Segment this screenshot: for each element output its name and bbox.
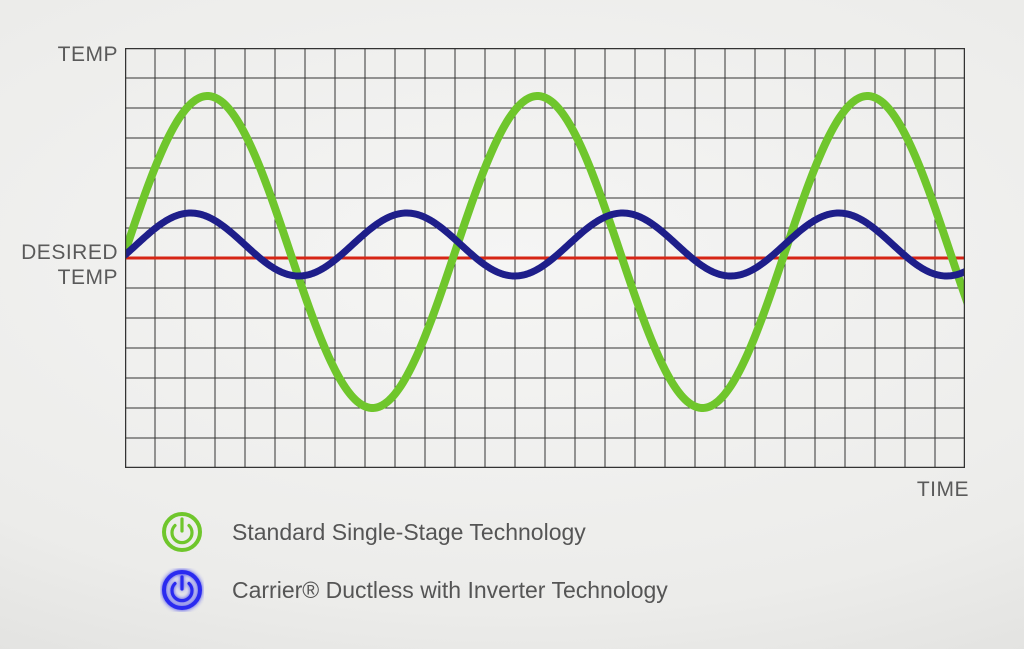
legend-label: Standard Single-Stage Technology [232,519,586,546]
legend-label: Carrier® Ductless with Inverter Technolo… [232,577,668,604]
x-axis-label: TIME [917,478,969,502]
legend: Standard Single-Stage Technology Carrier… [160,508,668,624]
legend-item-inverter: Carrier® Ductless with Inverter Technolo… [160,566,668,614]
stage: TEMP DESIRED TEMP TIME Standard Single-S… [0,0,1024,649]
legend-item-standard: Standard Single-Stage Technology [160,508,668,556]
y-axis-top-label: TEMP [40,42,118,67]
power-icon [160,568,204,612]
y-axis-mid-label: DESIRED TEMP [8,240,118,290]
power-icon [160,510,204,554]
temperature-chart [125,48,965,468]
